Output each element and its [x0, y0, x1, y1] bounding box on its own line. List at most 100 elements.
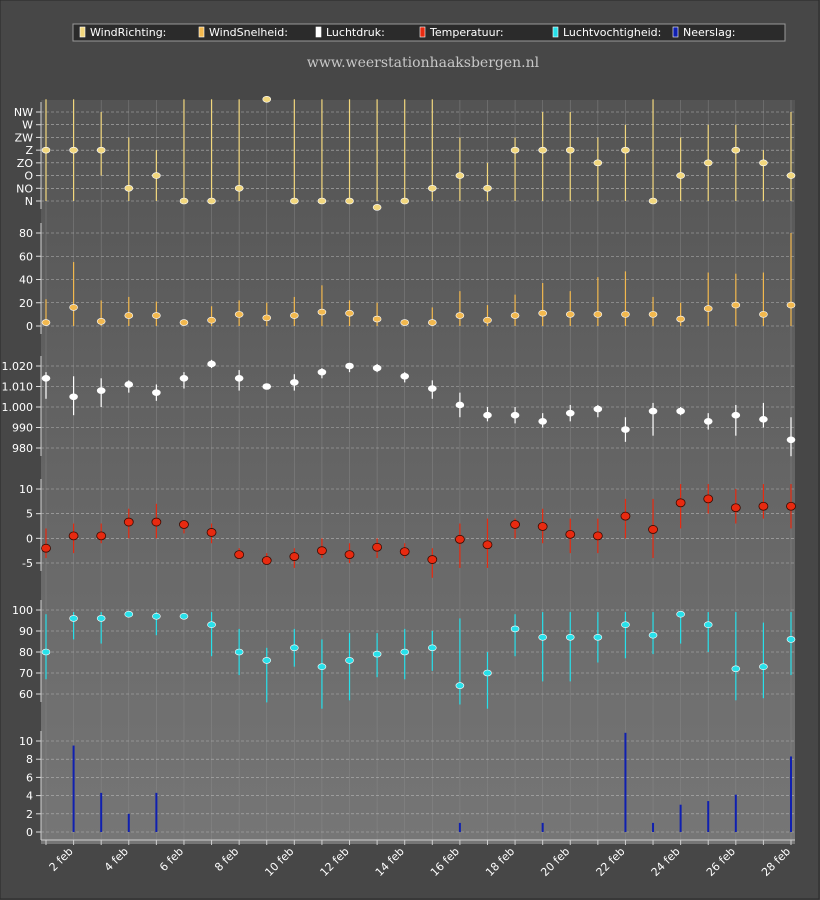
precipitation-bar — [624, 732, 627, 832]
mean-point — [124, 610, 134, 618]
y-tick-label: 40 — [19, 274, 33, 287]
precipitation-bar — [707, 801, 710, 832]
mean-point — [538, 309, 547, 317]
mean-point — [372, 542, 383, 552]
y-tick-label: 80 — [19, 646, 33, 659]
mean-point — [676, 407, 685, 415]
mean-point — [621, 311, 630, 318]
mean-point — [69, 615, 78, 622]
mean-point — [538, 633, 547, 641]
mean-point — [703, 418, 713, 425]
mean-point — [621, 621, 630, 629]
legend-swatch — [198, 26, 205, 38]
precipitation-bar — [100, 792, 103, 832]
mean-point — [455, 312, 465, 319]
precipitation-bar — [72, 745, 75, 832]
mean-point — [565, 529, 576, 539]
legend-swatch — [672, 26, 679, 38]
mean-point — [41, 543, 51, 553]
y-tick-label: 4 — [26, 790, 33, 803]
mean-point — [759, 415, 768, 423]
mean-point — [345, 657, 354, 664]
mean-point — [703, 159, 713, 167]
mean-point — [290, 379, 299, 386]
legend-label: Luchtvochtigheid: — [563, 26, 661, 39]
mean-point — [206, 528, 217, 537]
mean-point — [207, 316, 216, 324]
chart-panels: NNOOZOZZWWNW0204060809809901.0001.0101.0… — [2, 95, 796, 840]
mean-point — [234, 648, 244, 656]
mean-point — [345, 197, 354, 205]
y-tick-label: 20 — [19, 297, 33, 310]
y-tick-label: 10 — [19, 735, 33, 748]
mean-point — [262, 314, 272, 322]
mean-point — [648, 197, 658, 205]
legend-swatch — [79, 26, 86, 38]
y-tick-label: 1.010 — [2, 381, 34, 394]
mean-point — [565, 409, 575, 417]
grid-lines — [45, 100, 792, 840]
mean-point — [483, 669, 492, 677]
legend-swatch — [552, 26, 559, 38]
mean-point — [455, 682, 465, 689]
mean-point — [400, 648, 410, 656]
mean-point — [179, 374, 189, 382]
mean-point — [510, 625, 520, 633]
mean-point — [69, 304, 78, 311]
mean-point — [483, 411, 492, 419]
mean-point — [565, 633, 575, 641]
mean-point — [124, 184, 134, 192]
mean-point — [510, 146, 520, 154]
mean-point — [290, 644, 299, 652]
mean-point — [786, 636, 796, 643]
y-tick-label: 0 — [26, 826, 33, 839]
mean-point — [179, 520, 189, 529]
legend-label: WindRichting: — [90, 26, 166, 39]
mean-point — [427, 385, 437, 392]
mean-point — [399, 547, 410, 557]
y-tick-label: 980 — [12, 442, 33, 455]
mean-point — [538, 418, 547, 425]
mean-point — [152, 172, 161, 179]
mean-point — [234, 184, 244, 192]
y-tick-label: 10 — [19, 483, 33, 496]
mean-point — [317, 368, 327, 376]
mean-point — [565, 146, 575, 154]
mean-point — [207, 197, 216, 205]
mean-point — [41, 146, 51, 154]
mean-point — [786, 436, 796, 444]
mean-point — [620, 511, 631, 521]
y-tick-label: O — [24, 170, 33, 183]
mean-point — [648, 631, 658, 639]
y-tick-label: 990 — [12, 422, 33, 435]
mean-point — [400, 372, 410, 380]
y-tick-label: W — [22, 119, 33, 132]
mean-point — [96, 387, 106, 394]
y-tick-label: 1.020 — [2, 360, 34, 373]
mean-point — [455, 172, 465, 179]
panel-neerslag: 0 2 4 6 8 10 — [19, 731, 795, 840]
mean-point — [152, 312, 161, 319]
y-tick-label: ZO — [17, 157, 34, 170]
mean-point — [345, 309, 354, 317]
legend: WindRichting: WindSnelheid: Luchtdruk: Temp… — [72, 23, 786, 42]
y-tick-label: NW — [14, 106, 33, 119]
y-tick-label: 6 — [26, 771, 33, 784]
mean-point — [96, 146, 106, 154]
mean-point — [786, 301, 796, 309]
legend-label: Luchtdruk: — [326, 26, 385, 39]
mean-point — [703, 621, 713, 629]
mean-point — [207, 621, 216, 629]
y-tick-label: 100 — [12, 604, 33, 617]
mean-point — [592, 531, 603, 541]
mean-point — [123, 517, 134, 527]
mean-point — [207, 360, 216, 368]
mean-point — [124, 381, 134, 388]
mean-point — [786, 501, 796, 511]
mean-point — [621, 146, 630, 154]
mean-point — [179, 197, 189, 205]
panel-temperatuur: -5 0 5 10 — [19, 479, 796, 578]
precipitation-bar — [790, 756, 792, 832]
mean-point — [234, 374, 244, 382]
